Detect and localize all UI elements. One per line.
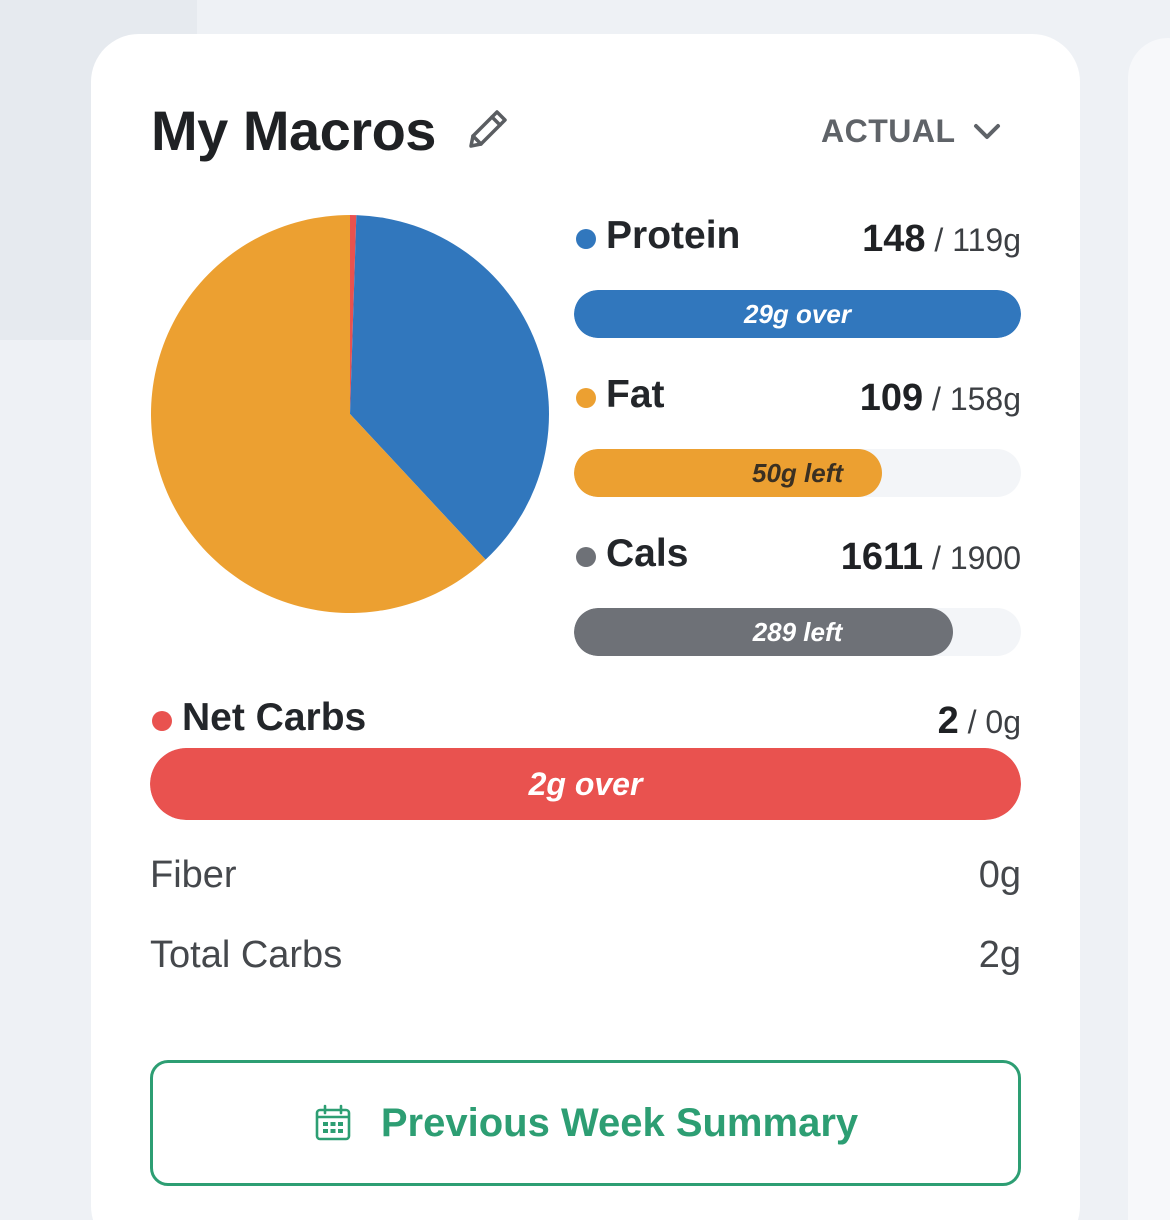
protein-progress-fill [574,290,1021,338]
previous-week-summary-label: Previous Week Summary [380,1100,859,1145]
cals-goal: 1900 [949,540,1021,576]
net-carbs-progress-fill [150,748,1021,820]
protein-name: Protein [606,214,741,257]
fat-color-dot [576,388,596,408]
net-carbs-goal: 0g [985,704,1021,740]
net-carbs-status-label: 2g over [528,765,643,802]
cals-name: Cals [606,532,689,575]
total-carbs-row: Total Carbs 2g [150,934,1021,984]
fiber-label: Fiber [150,854,237,896]
protein-value: 148 / 119g [862,218,1021,260]
fat-value: 109 / 158g [859,377,1021,419]
net-carbs-color-dot [152,711,172,731]
cals-status-label: 289 left [752,616,843,647]
protein-color-dot [576,229,596,249]
total-carbs-label: Total Carbs [150,934,343,976]
macros-pie-chart [150,215,549,613]
fiber-row: Fiber 0g [150,854,1021,904]
fiber-value: 0g [978,854,1021,896]
total-carbs-value: 2g [978,934,1021,976]
protein-goal: 119g [952,222,1021,258]
net-carbs-name: Net Carbs [182,696,367,739]
net-carbs-current: 2 [937,700,959,742]
previous-week-summary-button[interactable]: Previous Week Summary [150,1060,1021,1186]
fat-progress-fill [574,449,883,497]
fat-current: 109 [859,377,924,419]
net-carbs-value: 2 / 0g [937,700,1021,742]
cals-current: 1611 [840,536,924,578]
cals-color-dot [576,547,596,567]
fat-name: Fat [606,373,665,416]
cals-value: 1611 / 1900 [840,536,1021,578]
view-mode-label: ACTUAL [821,112,956,149]
cals-progress-bar: 289 left [574,608,1021,656]
cals-progress-fill [574,608,954,656]
fat-macro-row: Fat 109 / 158g 50g left [574,371,1021,497]
fat-progress-bar: 50g left [574,449,1021,497]
pie-slice-fat [150,215,486,613]
macros-card: My Macros ACTUAL Protein 148 / 119g 29g ov… [91,34,1080,1220]
protein-progress-bar: 29g over [574,290,1021,338]
net-carbs-section: Net Carbs 2 / 0g 2g over [150,694,1021,820]
protein-current: 148 [862,218,926,260]
fat-goal: 158g [949,381,1021,417]
chevron-down-icon [973,124,1000,139]
net-carbs-progress-bar: 2g over [150,748,1021,820]
protein-macro-row: Protein 148 / 119g 29g over [574,212,1021,338]
calendar-icon [315,1104,351,1141]
card-title: My Macros [151,99,436,162]
fat-status-label: 50g left [751,457,844,488]
pencil-icon[interactable] [463,104,513,154]
pie-slice-net-carbs [350,215,357,414]
protein-status-label: 29g over [744,298,851,329]
cals-macro-row: Cals 1611 / 1900 289 left [574,530,1021,656]
adjacent-card [1128,38,1170,1220]
view-mode-select[interactable]: ACTUAL [821,108,1004,154]
pie-slice-protein [350,215,549,560]
